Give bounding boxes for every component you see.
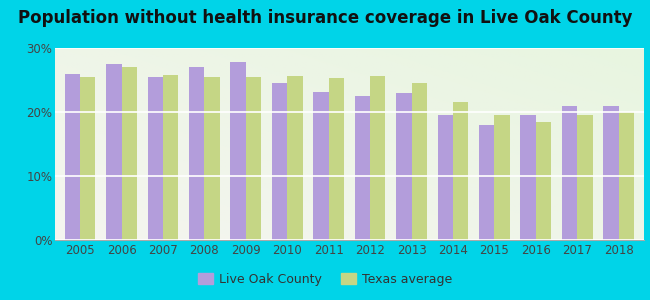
Bar <box>536 122 551 240</box>
Bar <box>189 67 204 240</box>
Bar <box>411 83 427 240</box>
Bar <box>106 64 122 240</box>
Bar <box>163 75 178 240</box>
Bar <box>313 92 329 240</box>
Bar <box>396 93 411 240</box>
Bar <box>329 78 344 240</box>
Bar <box>521 115 536 240</box>
Bar <box>80 77 96 240</box>
Bar <box>562 106 577 240</box>
Bar <box>495 115 510 240</box>
Bar <box>619 112 634 240</box>
Legend: Live Oak County, Texas average: Live Oak County, Texas average <box>193 268 457 291</box>
Bar <box>437 115 453 240</box>
Bar <box>65 74 80 240</box>
Bar <box>246 77 261 240</box>
Bar <box>370 76 385 240</box>
Bar <box>453 102 468 240</box>
Bar <box>272 83 287 240</box>
Bar <box>231 62 246 240</box>
Bar <box>204 77 220 240</box>
Bar <box>148 77 163 240</box>
Bar <box>603 106 619 240</box>
Bar <box>479 125 495 240</box>
Bar <box>122 67 137 240</box>
Bar <box>355 96 370 240</box>
Bar <box>577 115 593 240</box>
Text: Population without health insurance coverage in Live Oak County: Population without health insurance cove… <box>18 9 632 27</box>
Bar <box>287 76 302 240</box>
